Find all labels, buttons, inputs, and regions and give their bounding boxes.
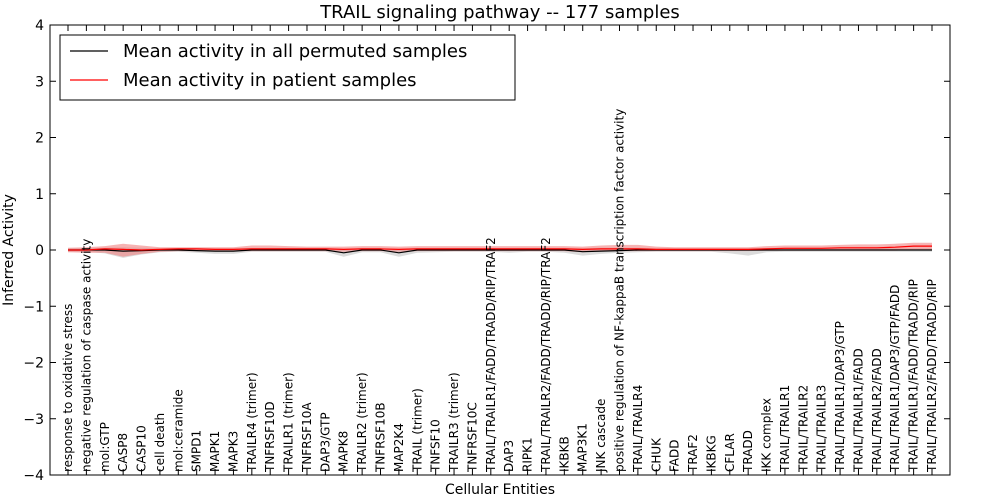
category-label: FADD <box>668 440 682 473</box>
line-permuted <box>68 249 932 254</box>
legend-label-permuted: Mean activity in all permuted samples <box>123 41 467 62</box>
y-tick-label: 2 <box>35 131 44 147</box>
category-label: TRAIL/TRAILR4 <box>631 385 645 473</box>
category-label: TRADD <box>741 430 755 473</box>
category-label: IKBKG <box>704 435 718 472</box>
category-label: TRAILR4 (trimer) <box>245 372 259 473</box>
category-label: MAP3K1 <box>576 423 590 472</box>
category-label: CASP8 <box>116 433 130 472</box>
category-labels: response to oxidative stress negative reg… <box>61 109 939 473</box>
category-label: TRAF2 <box>686 434 700 473</box>
category-label: TNFRSF10B <box>374 402 388 473</box>
category-label: TRAILR1 (trimer) <box>282 372 296 473</box>
category-label: JNK cascade <box>594 399 608 473</box>
category-label: TRAIL/TRAILR2/FADD/TRADD/RIP/TRAF2 <box>539 237 553 473</box>
category-label: TRAIL/TRAILR2/FADD <box>870 348 884 473</box>
category-label: MAPK8 <box>337 431 351 472</box>
category-label: TRAIL/TRAILR1/FADD/TRADD/RIP <box>907 279 921 473</box>
category-label: TRAIL/TRAILR1/FADD <box>851 348 865 473</box>
category-label: CASP10 <box>135 425 149 472</box>
y-tick-label: −1 <box>23 299 44 315</box>
category-label: TRAIL/TRAILR1/FADD/TRADD/RIP/TRAF2 <box>484 237 498 473</box>
category-label: TNFRSF10D <box>263 401 277 473</box>
category-label: IKK complex <box>760 398 774 472</box>
category-label: negative regulation of caspase activity <box>79 239 93 472</box>
y-tick-label: 3 <box>35 74 44 90</box>
category-label: MAP2K4 <box>392 423 406 472</box>
category-label: positive regulation of NF-kappaB transcr… <box>612 109 626 472</box>
y-tick-label: −4 <box>23 468 44 484</box>
category-label: TRAIL/TRAILR1/DAP3/GTP/FADD <box>888 285 902 473</box>
category-label: TRAILR3 (trimer) <box>447 372 461 473</box>
y-tick-label: 0 <box>35 243 44 259</box>
x-axis-ticks <box>67 25 933 475</box>
series-lines <box>68 245 932 254</box>
y-axis-label: Inferred Activity <box>1 194 17 306</box>
x-axis-label: Cellular Entities <box>445 482 555 498</box>
legend: Mean activity in all permuted samples Me… <box>59 34 516 101</box>
y-tick-label: −2 <box>23 356 44 372</box>
category-label: IKBKB <box>557 436 571 472</box>
category-label: CFLAR <box>723 433 737 472</box>
category-label: TNFRSF10A <box>300 402 314 473</box>
category-label: TRAIL/TRAILR1 <box>778 385 792 473</box>
category-label: mol:GTP <box>98 422 112 472</box>
legend-label-patient: Mean activity in patient samples <box>123 70 417 91</box>
legend-frame <box>59 34 516 101</box>
y-tick-label: 1 <box>35 187 44 203</box>
category-label: CHUK <box>649 437 663 472</box>
category-label: TRAIL/TRAILR2 <box>796 385 810 473</box>
y-tick-label: 4 <box>35 18 44 34</box>
category-label: TNFSF10 <box>429 419 443 473</box>
category-label: TRAIL (trimer) <box>410 388 424 473</box>
category-label: TNFRSF10C <box>465 402 479 473</box>
category-label: TRAILR2 (trimer) <box>355 372 369 473</box>
chart-title: TRAIL signaling pathway -- 177 samples <box>319 2 680 23</box>
category-label: SMPD1 <box>190 430 204 472</box>
y-axis-ticks: −4 −3 −2 −1 0 1 2 3 4 <box>23 18 950 484</box>
category-label: mol:ceramide <box>171 389 185 472</box>
category-label: response to oxidative stress <box>61 304 75 472</box>
category-label: MAPK1 <box>208 431 222 472</box>
category-label: MAPK3 <box>226 431 240 472</box>
category-label: TRAIL/TRAILR2/FADD/TRADD/RIP <box>925 279 939 473</box>
line-patient <box>68 245 932 251</box>
category-label: cell death <box>153 413 167 472</box>
category-label: DAP3 <box>502 440 516 472</box>
category-label: TRAIL/TRAILR1/DAP3/GTP <box>833 321 847 473</box>
y-tick-label: −3 <box>23 412 44 428</box>
category-label: RIPK1 <box>521 437 535 472</box>
plot-frame <box>49 24 951 476</box>
category-label: DAP3/GTP <box>318 412 332 472</box>
category-label: TRAIL/TRAILR3 <box>815 385 829 473</box>
